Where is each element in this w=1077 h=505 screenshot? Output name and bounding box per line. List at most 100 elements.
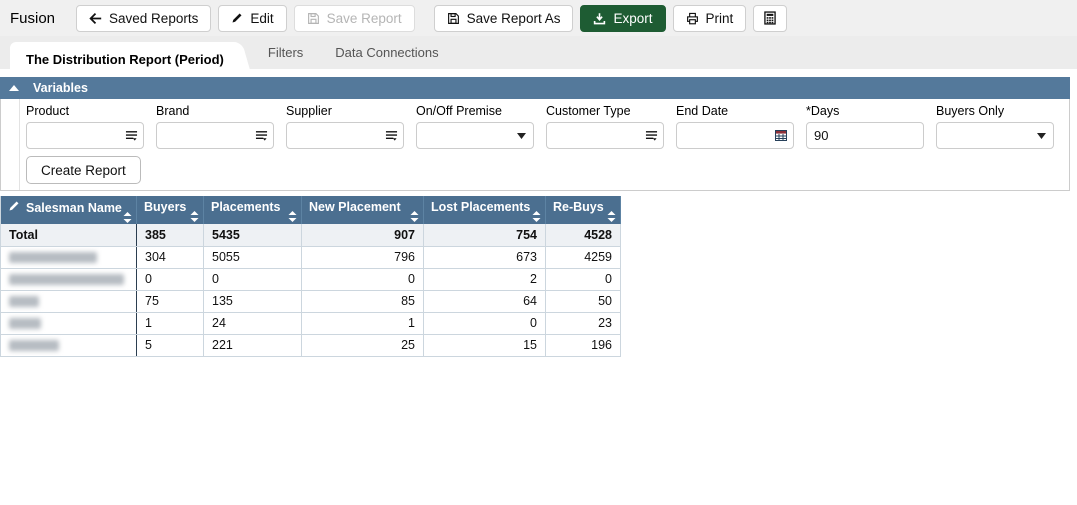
field-product: Product bbox=[26, 104, 156, 149]
on-off-premise-input[interactable] bbox=[417, 128, 509, 143]
sort-icon[interactable] bbox=[532, 211, 541, 222]
report-table: Salesman Name Buyers Placements New Placeme… bbox=[0, 196, 621, 357]
column-header-re-buys[interactable]: Re-Buys bbox=[545, 196, 621, 224]
caret-down-icon[interactable] bbox=[1029, 123, 1053, 148]
redacted-salesman-name bbox=[9, 251, 97, 263]
tab-distribution-report[interactable]: The Distribution Report (Period) bbox=[10, 42, 234, 77]
field-label-days: *Days bbox=[806, 104, 840, 118]
print-button[interactable]: Print bbox=[672, 4, 747, 32]
cell-lost-placements: 15 bbox=[423, 334, 546, 357]
cell-placements: 5055 bbox=[203, 246, 302, 269]
end-date-inputwrap bbox=[676, 122, 794, 149]
column-label: Placements bbox=[211, 200, 281, 214]
list-icon[interactable] bbox=[379, 123, 403, 148]
cell-placements: 221 bbox=[203, 334, 302, 357]
table-row: 1 24 1 0 23 bbox=[0, 312, 621, 335]
days-input[interactable] bbox=[807, 128, 923, 143]
tab-filters[interactable]: Filters bbox=[252, 36, 319, 69]
export-button[interactable]: Export bbox=[580, 4, 666, 32]
field-customer-type: Customer Type bbox=[546, 104, 676, 149]
cell-new-placement: 25 bbox=[301, 334, 424, 357]
save-report-as-button[interactable]: Save Report As bbox=[433, 4, 574, 32]
sort-icon[interactable] bbox=[288, 211, 297, 222]
saved-reports-button[interactable]: Saved Reports bbox=[76, 4, 212, 32]
salesman-name-cell bbox=[0, 268, 137, 291]
sort-icon[interactable] bbox=[607, 211, 616, 222]
column-header-new-placement[interactable]: New Placement bbox=[301, 196, 424, 224]
collapse-up-icon[interactable] bbox=[9, 85, 19, 91]
salesman-name-cell bbox=[0, 334, 137, 357]
field-label-product: Product bbox=[26, 104, 70, 118]
tab-data-connections[interactable]: Data Connections bbox=[319, 36, 454, 69]
toolbar: Fusion Saved Reports Edit Save Report Sa… bbox=[0, 0, 1077, 36]
calculator-button[interactable] bbox=[753, 4, 788, 32]
product-input[interactable] bbox=[27, 128, 119, 143]
calculator-icon bbox=[763, 11, 777, 25]
column-label: Buyers bbox=[144, 200, 187, 214]
floppy-icon bbox=[447, 12, 460, 25]
redacted-salesman-name bbox=[9, 273, 124, 285]
cell-re-buys: 4528 bbox=[545, 224, 621, 247]
column-header-placements[interactable]: Placements bbox=[203, 196, 302, 224]
field-label-end-date: End Date bbox=[676, 104, 729, 118]
floppy-icon bbox=[307, 12, 320, 25]
save-report-label: Save Report bbox=[326, 10, 402, 26]
total-label: Total bbox=[9, 227, 38, 242]
customer-type-input[interactable] bbox=[547, 128, 639, 143]
field-label-supplier: Supplier bbox=[286, 104, 332, 118]
list-icon[interactable] bbox=[119, 123, 143, 148]
table-row: 304 5055 796 673 4259 bbox=[0, 246, 621, 269]
column-label: Salesman Name bbox=[26, 200, 122, 215]
pencil-icon[interactable] bbox=[8, 200, 20, 215]
sort-icon[interactable] bbox=[410, 211, 419, 222]
table-body: Total 385 5435 907 754 4528 304 5055 796 673 4259 0… bbox=[0, 224, 621, 357]
field-label-customer-type: Customer Type bbox=[546, 104, 631, 118]
cell-buyers: 304 bbox=[136, 246, 204, 269]
supplier-input[interactable] bbox=[287, 128, 379, 143]
sort-icon[interactable] bbox=[123, 212, 132, 223]
salesman-name-cell bbox=[0, 246, 137, 269]
column-header-buyers[interactable]: Buyers bbox=[136, 196, 204, 224]
product-inputwrap bbox=[26, 122, 144, 149]
redacted-salesman-name bbox=[9, 317, 41, 329]
brand-inputwrap bbox=[156, 122, 274, 149]
arrow-left-icon bbox=[89, 12, 102, 25]
cell-new-placement: 796 bbox=[301, 246, 424, 269]
field-label-brand: Brand bbox=[156, 104, 190, 118]
printer-icon bbox=[686, 12, 699, 25]
column-header-salesman-name[interactable]: Salesman Name bbox=[0, 196, 137, 224]
column-label: Re-Buys bbox=[553, 200, 604, 214]
tab-bar: The Distribution Report (Period) Filters… bbox=[0, 36, 1077, 77]
save-report-button: Save Report bbox=[293, 4, 415, 32]
sort-icon[interactable] bbox=[190, 211, 199, 222]
app-brand: Fusion bbox=[10, 9, 56, 27]
field-on-off-premise: On/Off Premise bbox=[416, 104, 546, 149]
list-icon[interactable] bbox=[639, 123, 663, 148]
total-row: Total 385 5435 907 754 4528 bbox=[0, 224, 621, 247]
cell-placements: 0 bbox=[203, 268, 302, 291]
cell-lost-placements: 0 bbox=[423, 312, 546, 335]
cell-buyers: 1 bbox=[136, 312, 204, 335]
cell-re-buys: 0 bbox=[545, 268, 621, 291]
days-inputwrap bbox=[806, 122, 924, 149]
cell-new-placement: 0 bbox=[301, 268, 424, 291]
buyers-only-input[interactable] bbox=[937, 128, 1029, 143]
calendar-icon[interactable] bbox=[769, 123, 793, 148]
on-off-premise-inputwrap bbox=[416, 122, 534, 149]
variables-header[interactable]: Variables bbox=[0, 77, 1070, 99]
column-header-lost-placements[interactable]: Lost Placements bbox=[423, 196, 546, 224]
edit-button[interactable]: Edit bbox=[218, 4, 287, 32]
cell-buyers: 385 bbox=[136, 224, 204, 247]
create-report-button[interactable]: Create Report bbox=[26, 156, 141, 184]
list-icon[interactable] bbox=[249, 123, 273, 148]
end-date-input[interactable] bbox=[677, 128, 769, 143]
customer-type-inputwrap bbox=[546, 122, 664, 149]
field-days: *Days bbox=[806, 104, 936, 149]
variables-title: Variables bbox=[33, 81, 88, 95]
table-header-row: Salesman Name Buyers Placements New Placeme… bbox=[0, 196, 621, 224]
caret-down-icon[interactable] bbox=[509, 123, 533, 148]
brand-input[interactable] bbox=[157, 128, 249, 143]
cell-buyers: 0 bbox=[136, 268, 204, 291]
cell-lost-placements: 754 bbox=[423, 224, 546, 247]
cell-lost-placements: 2 bbox=[423, 268, 546, 291]
